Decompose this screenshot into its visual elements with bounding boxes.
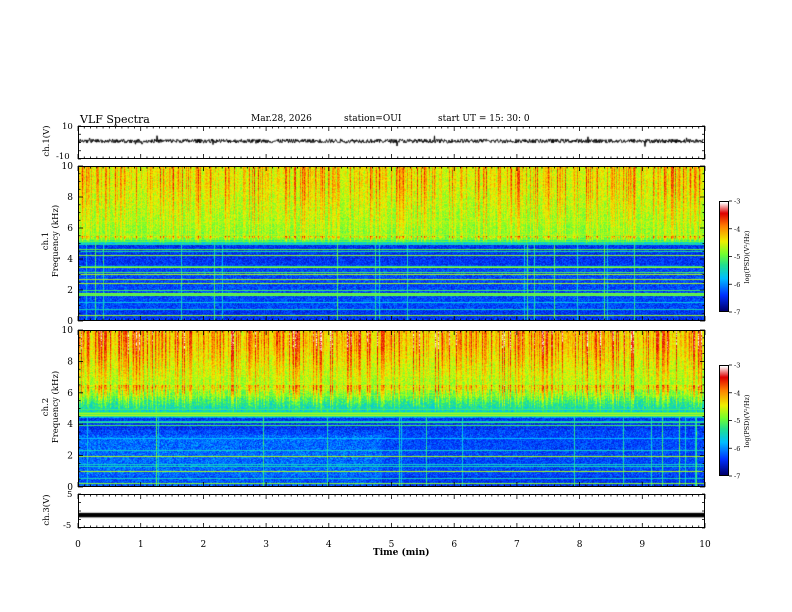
x-tick-label: 6 — [451, 540, 457, 550]
x-tick-label: 1 — [138, 540, 144, 550]
x-axis-label: Time (min) — [373, 548, 430, 558]
ch2-colorbar-tick-label: -5 — [734, 417, 740, 425]
x-tick-label: 4 — [326, 540, 332, 550]
ch1-colorbar-tick-label: -7 — [734, 309, 740, 317]
ch1-waveform-panel — [78, 126, 705, 159]
ch3-waveform-trace — [79, 495, 704, 527]
ch2-spectrogram-ytick-label: 0 — [67, 483, 73, 493]
ch2-colorbar-tick-label: -6 — [734, 445, 740, 453]
ch1-spectrogram-ytick-label: 0 — [67, 317, 73, 327]
ch2-colorbar — [719, 365, 729, 476]
ch1-waveform-trace — [79, 127, 704, 158]
ch2-spectrogram-ytick-label: 2 — [67, 452, 73, 462]
ch1-spectrogram-ytick-label: 4 — [67, 255, 73, 265]
ch2-spectrogram-ytick-label: 8 — [67, 357, 73, 367]
ch2-spectrogram-ytick-label: 4 — [67, 420, 73, 430]
ch1-spectrogram-ytick-label: 6 — [67, 224, 73, 234]
ch1-colorbar-tick-label: -6 — [734, 281, 740, 289]
date-label: Mar.28, 2026 — [251, 114, 312, 124]
ch1-ytick-top: 10 — [62, 122, 73, 132]
x-tick-label: 2 — [201, 540, 207, 550]
x-tick-label: 0 — [75, 540, 81, 550]
ch1-colorbar-gradient — [720, 202, 728, 311]
ch1-colorbar-tick-label: -5 — [734, 253, 740, 261]
ch2-spectrogram-heatmap — [79, 331, 704, 486]
ch1-spectrogram-ytick-label: 8 — [67, 193, 73, 203]
ch3-ytick-top: 5 — [67, 490, 73, 500]
ch1-spectrogram-heatmap — [79, 167, 704, 320]
ch3-ytick-bottom: -5 — [63, 521, 72, 531]
ch2-colorbar-tick-label: -4 — [734, 389, 740, 397]
x-tick-label: 8 — [577, 540, 583, 550]
x-tick-label: 9 — [639, 540, 645, 550]
ch1-spectrogram-ytick-label: 10 — [62, 162, 74, 172]
station-label: station=OUI — [344, 114, 402, 124]
x-tick-label: 10 — [699, 540, 711, 550]
x-tick-label: 7 — [514, 540, 520, 550]
ch1-colorbar-tick-label: -4 — [734, 225, 740, 233]
ch2-spectrogram-ytick-label: 10 — [62, 326, 74, 336]
ch2-colorbar-gradient — [720, 366, 728, 475]
ch2-colorbar-tick-label: -3 — [734, 362, 740, 370]
ch2-colorbar-tick-label: -7 — [734, 473, 740, 481]
x-tick-label: 5 — [389, 540, 395, 550]
ch1-colorbar-tick-label: -3 — [734, 198, 740, 206]
ch1-ytick-bottom: -10 — [56, 152, 70, 162]
x-tick-label: 3 — [263, 540, 269, 550]
ch1-spectrogram-panel — [78, 166, 705, 321]
ch1-colorbar — [719, 201, 729, 312]
ch1-spectrogram-ytick-label: 2 — [67, 286, 73, 296]
ch2-spectrogram-ytick-label: 6 — [67, 389, 73, 399]
chart-title: VLF Spectra — [80, 113, 150, 126]
start-time-label: start UT = 15: 30: 0 — [438, 114, 530, 124]
